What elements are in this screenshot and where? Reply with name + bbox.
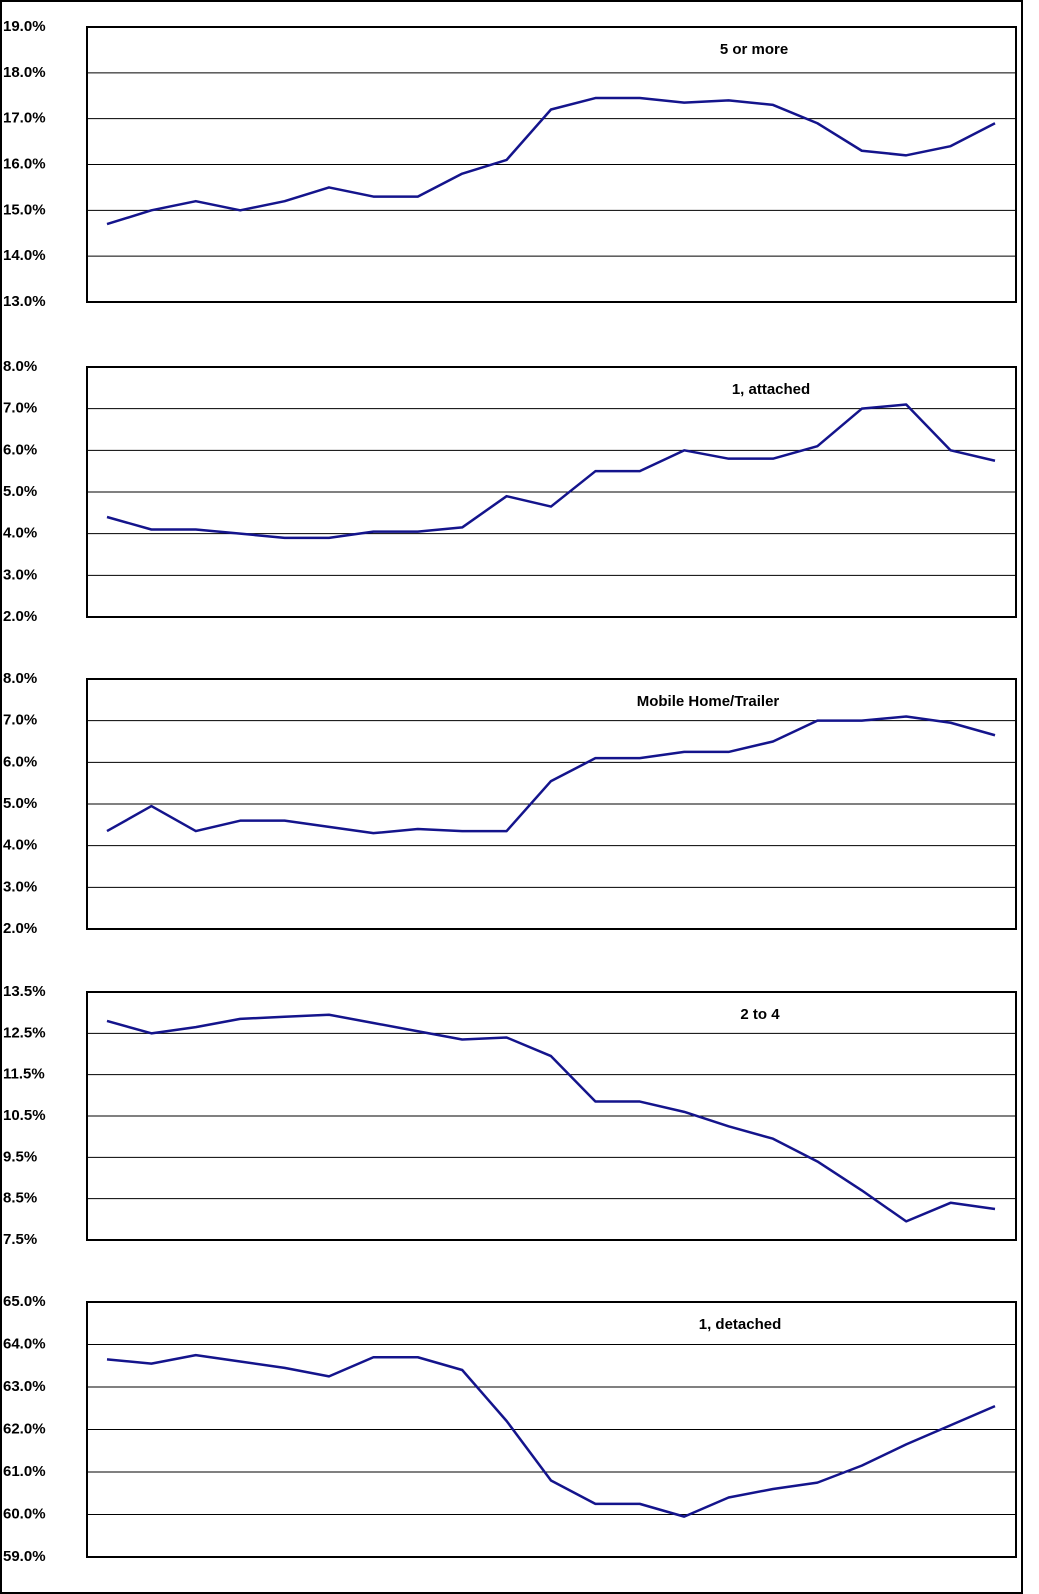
y-tick-label: 2.0%: [3, 608, 37, 625]
y-tick-label: 6.0%: [3, 753, 37, 770]
y-tick-label: 10.5%: [3, 1107, 46, 1124]
y-tick-label: 9.5%: [3, 1148, 37, 1165]
y-tick-label: 65.0%: [3, 1293, 46, 1310]
data-line: [106, 1353, 996, 1518]
y-tick-label: 4.0%: [3, 837, 37, 854]
y-tick-label: 59.0%: [3, 1548, 46, 1565]
data-line: [106, 1013, 996, 1223]
y-tick-label: 8.0%: [3, 358, 37, 375]
y-tick-label: 63.0%: [3, 1378, 46, 1395]
y-tick-label: 2.0%: [3, 920, 37, 937]
y-tick-label: 5.0%: [3, 795, 37, 812]
chart-title: 1, attached: [732, 381, 810, 398]
y-tick-label: 12.5%: [3, 1024, 46, 1041]
y-tick-label: 13.0%: [3, 293, 46, 310]
y-tick-label: 8.0%: [3, 670, 37, 687]
y-tick-label: 8.5%: [3, 1190, 37, 1207]
y-tick-label: 7.0%: [3, 400, 37, 417]
y-tick-label: 18.0%: [3, 64, 46, 81]
y-tick-label: 3.0%: [3, 878, 37, 895]
data-line: [106, 715, 996, 835]
y-tick-label: 62.0%: [3, 1420, 46, 1437]
data-line: [106, 403, 996, 540]
y-tick-label: 15.0%: [3, 201, 46, 218]
y-tick-label: 3.0%: [3, 566, 37, 583]
y-tick-label: 13.5%: [3, 983, 46, 1000]
y-tick-label: 6.0%: [3, 441, 37, 458]
y-tick-label: 61.0%: [3, 1463, 46, 1480]
chart-title: 2 to 4: [740, 1006, 780, 1023]
y-tick-label: 7.0%: [3, 712, 37, 729]
y-tick-label: 64.0%: [3, 1335, 46, 1352]
y-tick-label: 7.5%: [3, 1231, 37, 1248]
chart-title: 1, detached: [699, 1316, 782, 1333]
y-tick-label: 11.5%: [3, 1066, 45, 1083]
y-tick-label: 5.0%: [3, 483, 37, 500]
y-tick-label: 17.0%: [3, 110, 46, 127]
y-tick-label: 19.0%: [3, 18, 46, 35]
y-tick-label: 14.0%: [3, 247, 46, 264]
y-tick-label: 60.0%: [3, 1505, 46, 1522]
chart-title: 5 or more: [720, 41, 788, 58]
y-tick-label: 4.0%: [3, 525, 37, 542]
y-tick-label: 16.0%: [3, 155, 46, 172]
chart-title: Mobile Home/Trailer: [637, 693, 780, 710]
data-line: [106, 96, 996, 226]
